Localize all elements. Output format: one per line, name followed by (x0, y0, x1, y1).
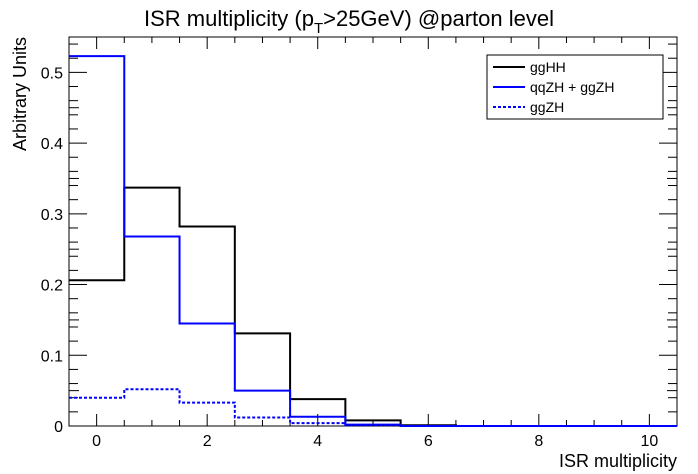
y-tick-label: 0.5 (41, 65, 63, 82)
legend: ggHH qqZH + ggZH ggZH (486, 54, 664, 120)
y-tick-label: 0.1 (41, 348, 63, 365)
chart-title-main: ISR multiplicity (p (144, 6, 314, 31)
x-tick-label: 0 (92, 433, 101, 450)
axis-tick-labels: 0 2 4 6 8 10 0 0.1 0.2 0.3 0.4 0.5 (41, 65, 659, 450)
x-axis-label: ISR multiplicity (559, 451, 677, 471)
legend-label: qqZH + ggZH (530, 79, 614, 95)
x-tick-label: 2 (203, 433, 212, 450)
legend-label: ggHH (530, 59, 566, 75)
x-tick-label: 10 (640, 433, 658, 450)
chart-title-rest: >25GeV) @parton level (323, 6, 554, 31)
y-tick-label: 0.3 (41, 207, 63, 224)
chart-title: ISR multiplicity (pT>25GeV) @parton leve… (144, 6, 554, 37)
y-tick-label: 0 (54, 419, 63, 436)
y-tick-label: 0.4 (41, 136, 63, 153)
y-tick-label: 0.2 (41, 278, 63, 295)
x-tick-label: 4 (313, 433, 322, 450)
x-tick-label: 6 (424, 433, 433, 450)
legend-label: ggZH (530, 99, 564, 115)
series-ggzh (69, 388, 677, 427)
legend-entries: ggHH qqZH + ggZH ggZH (493, 59, 614, 115)
y-axis-label: Arbitrary Units (10, 37, 30, 151)
legend-box (486, 54, 664, 120)
series-gghh (69, 186, 677, 427)
chart-title-subscript: T (314, 20, 323, 37)
histogram-series (69, 55, 677, 427)
x-tick-label: 8 (534, 433, 543, 450)
